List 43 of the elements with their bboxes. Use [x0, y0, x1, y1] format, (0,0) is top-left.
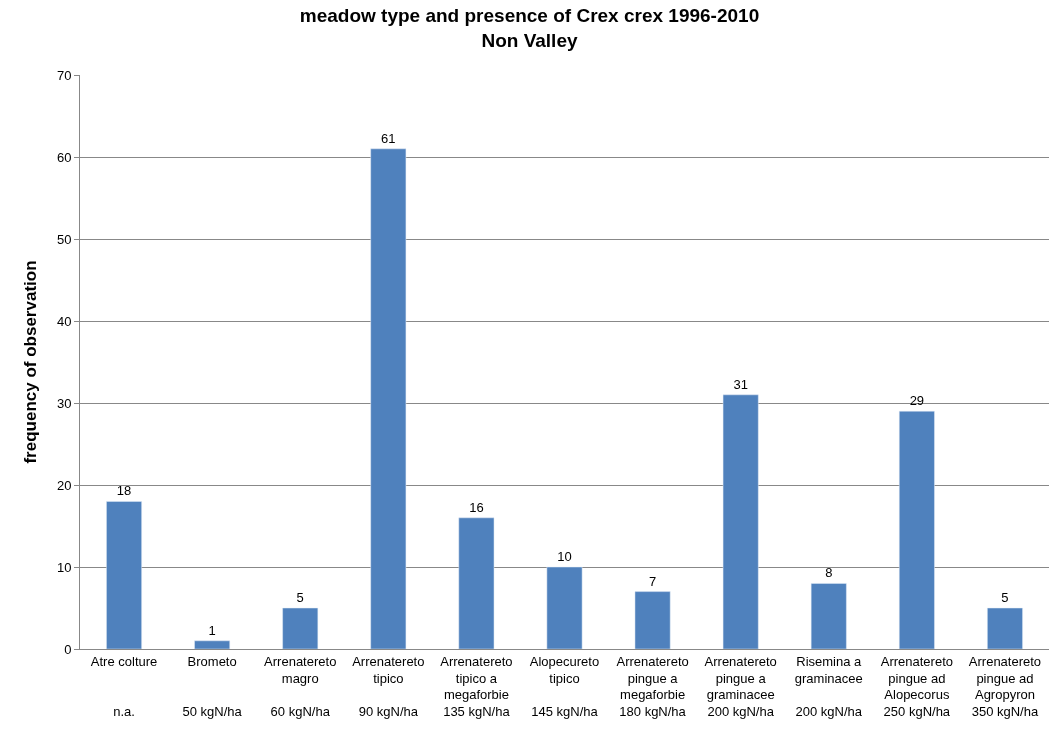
x-tick-label: Arrenatereto pingue a megaforbie 180 kgN/ha: [616, 653, 689, 720]
bar: [282, 607, 319, 649]
chart-title: meadow type and presence of Crex crex 1996-2010 Non Valley: [299, 5, 760, 52]
y-tick-label: 20: [56, 477, 72, 493]
category-label: Arrenatereto tipico 90 kgN/ha: [352, 653, 425, 720]
data-label: 61: [381, 130, 396, 146]
category-label: Atre colture n.a.: [90, 653, 158, 720]
bar: [899, 410, 935, 649]
x-tick-label: Arrenatereto pingue ad Alopecorus 250 kgN/ha: [880, 653, 953, 720]
bar: [634, 591, 671, 649]
y-tick-label: 40: [56, 313, 72, 329]
data-label: 8: [825, 565, 833, 581]
bar: [370, 148, 407, 649]
data-label: 16: [469, 499, 484, 515]
y-tick-label: 0: [64, 641, 72, 657]
category-label: Brometo 50 kgN/ha: [182, 653, 242, 720]
x-tick-label: Arrenatereto tipico a megaforbie 135 kgN/ha: [440, 653, 513, 720]
data-label: 10: [557, 549, 572, 564]
category-label: Alopecureto tipico 145 kgN/ha: [529, 653, 600, 720]
data-label: 7: [648, 573, 657, 589]
data-label: 1: [208, 622, 216, 638]
y-tick-label: 50: [56, 231, 72, 247]
category-label: Risemina a graminacee 200 kgN/ha: [794, 653, 863, 720]
bar: [458, 517, 495, 649]
bar: [987, 607, 1023, 649]
y-tick-label: 30: [56, 395, 72, 411]
data-label: 5: [296, 590, 304, 605]
bar: [722, 394, 759, 649]
x-tick-label: Arrenatereto pingue a graminacee 200 kgN/ha: [704, 653, 777, 720]
x-tick-label: Arrenatereto pingue ad Agropyron 350 kgN/ha: [968, 653, 1042, 720]
y-tick-label: 10: [56, 559, 72, 575]
bar: [194, 640, 230, 649]
bar: [546, 566, 583, 649]
bar: [106, 501, 142, 649]
data-label: 18: [116, 483, 132, 499]
y-tick-label: 70: [56, 67, 72, 83]
y-axis-title: frequency of observation: [21, 260, 41, 464]
data-label: 31: [733, 376, 748, 392]
data-label: 5: [1001, 590, 1009, 605]
category-label: Arrenatereto magro 60 kgN/ha: [264, 653, 337, 720]
data-label: 29: [909, 393, 925, 409]
bar: [810, 583, 847, 649]
y-tick-label: 60: [56, 149, 72, 165]
